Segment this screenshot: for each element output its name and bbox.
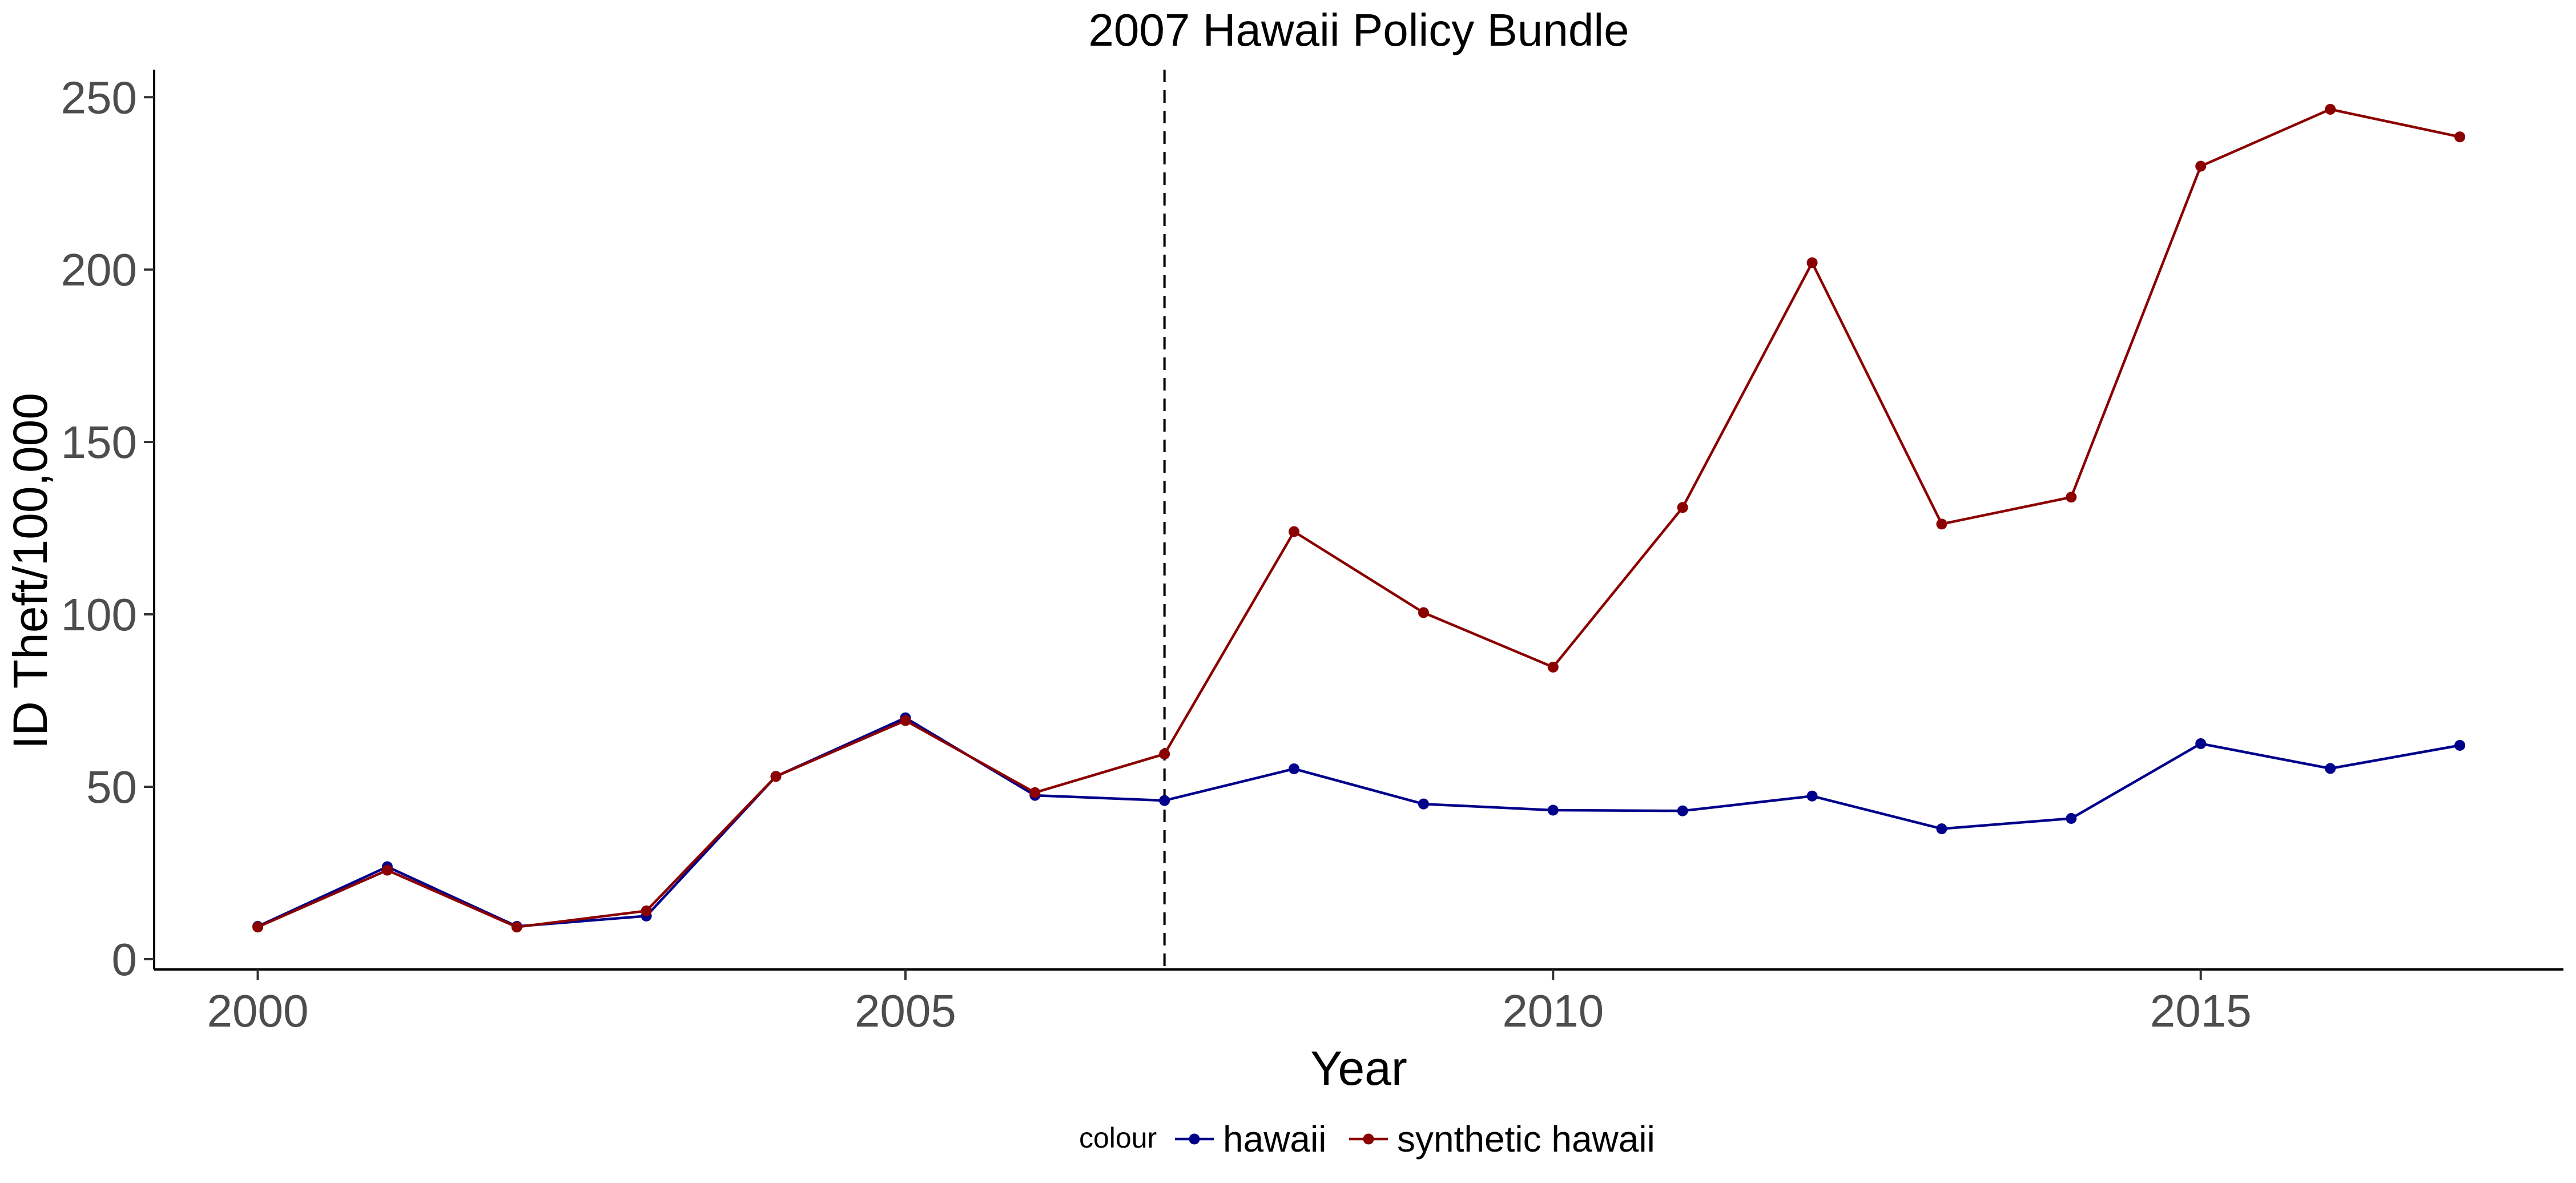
data-point-synthetic-hawaii	[381, 864, 393, 876]
data-point-hawaii	[1418, 798, 1429, 810]
y-tick-label: 250	[61, 72, 137, 123]
data-point-synthetic-hawaii	[1806, 257, 1818, 268]
legend-item-hawaii: hawaii	[1175, 1118, 1326, 1160]
data-point-synthetic-hawaii	[1289, 526, 1300, 537]
legend-item-synthetic-hawaii: synthetic hawaii	[1349, 1118, 1655, 1160]
data-point-hawaii	[1289, 763, 1300, 775]
plot-area: 0 50 100 150 200 250 2000 2005 2010 2015	[61, 70, 2563, 1036]
data-point-hawaii	[2454, 740, 2465, 751]
data-point-synthetic-hawaii	[1029, 787, 1041, 798]
data-point-hawaii	[1677, 805, 1688, 816]
data-point-synthetic-hawaii	[2454, 131, 2465, 143]
data-point-synthetic-hawaii	[1159, 749, 1170, 760]
data-point-synthetic-hawaii	[2066, 492, 2077, 503]
series-line-synthetic-hawaii	[257, 108, 2460, 928]
y-tick-label: 50	[86, 762, 137, 812]
data-point-hawaii	[1547, 804, 1559, 816]
data-point-synthetic-hawaii	[1547, 661, 1559, 673]
x-axis-title: Year	[1310, 1041, 1407, 1095]
data-point-synthetic-hawaii	[770, 771, 782, 782]
data-point-synthetic-hawaii	[511, 922, 522, 933]
x-tick-label: 2005	[855, 985, 956, 1036]
legend-key-point	[1189, 1133, 1200, 1145]
data-point-hawaii	[1159, 795, 1170, 806]
legend-key-point	[1363, 1133, 1374, 1145]
data-point-synthetic-hawaii	[252, 922, 264, 933]
x-tick-label: 2010	[1502, 985, 1604, 1036]
data-point-hawaii	[1806, 790, 1818, 802]
data-point-synthetic-hawaii	[900, 715, 911, 726]
y-tick-label: 100	[61, 589, 137, 640]
y-tick-label: 150	[61, 417, 137, 468]
data-point-hawaii	[1936, 823, 1947, 835]
legend-label: synthetic hawaii	[1397, 1118, 1655, 1160]
y-tick-label: 0	[112, 934, 138, 985]
x-tick-label: 2000	[207, 985, 309, 1036]
series-line-hawaii	[257, 716, 2460, 928]
legend-label: hawaii	[1223, 1118, 1326, 1160]
y-tick-label: 200	[61, 244, 137, 295]
data-point-synthetic-hawaii	[2195, 160, 2207, 172]
data-point-synthetic-hawaii	[2325, 103, 2336, 115]
data-point-synthetic-hawaii	[1418, 607, 1429, 618]
data-point-hawaii	[2195, 738, 2207, 749]
y-axis-title: ID Theft/100,000	[3, 393, 57, 749]
legend-title: colour	[1079, 1122, 1157, 1154]
data-point-hawaii	[2325, 763, 2336, 774]
data-point-hawaii	[2066, 813, 2077, 824]
data-point-synthetic-hawaii	[1936, 518, 1947, 530]
x-tick-label: 2015	[2150, 985, 2252, 1036]
legend: colour hawaii synthetic hawaii	[1079, 1118, 1655, 1160]
data-point-synthetic-hawaii	[641, 905, 652, 916]
chart-title: 2007 Hawaii Policy Bundle	[1088, 5, 1629, 55]
data-point-synthetic-hawaii	[1677, 502, 1688, 513]
